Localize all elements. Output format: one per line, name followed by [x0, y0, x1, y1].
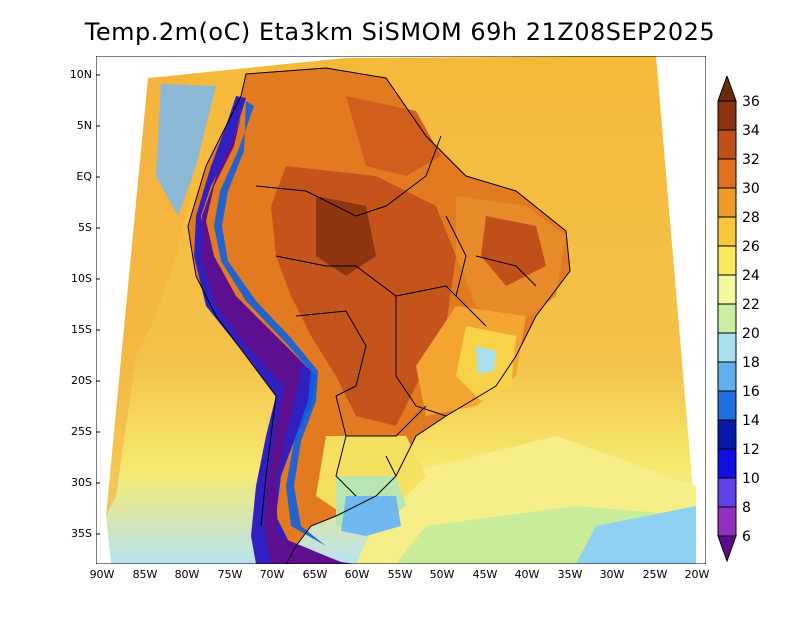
colorbar-label: 18 — [742, 355, 760, 371]
lat-label: 20S — [71, 374, 92, 387]
lat-label: 5N — [77, 119, 92, 132]
country-borders — [187, 67, 571, 564]
lon-label: 20W — [685, 568, 710, 581]
longitude-axis: 90W 85W 80W 75W 70W 65W 60W 55W 50W 45W … — [90, 568, 710, 581]
colorbar-swatch — [717, 332, 737, 363]
colorbar-label: 36 — [742, 94, 760, 110]
lon-label: 70W — [260, 568, 285, 581]
central-hot-spot — [316, 196, 376, 276]
lon-label: 85W — [133, 568, 158, 581]
colorbar-swatch — [717, 274, 737, 305]
lat-label: 30S — [71, 476, 92, 489]
map-title: Temp.2m(oC) Eta3km SiSMOM 69h 21Z08SEP20… — [84, 18, 716, 46]
lon-label: 40W — [515, 568, 540, 581]
colorbar-label: 6 — [742, 529, 751, 545]
colorbar-swatch — [717, 477, 737, 508]
colorbar-swatch — [717, 303, 737, 334]
colorbar-label: 16 — [742, 384, 760, 400]
lat-label: 5S — [78, 221, 92, 234]
colorbar-swatch — [717, 187, 737, 218]
colorbar-swatch — [717, 129, 737, 160]
lat-label: 10S — [71, 272, 92, 285]
minas-cool-spot — [476, 346, 496, 374]
southeast-cold-band — [576, 506, 696, 564]
colorbar-label: 32 — [742, 152, 760, 168]
lat-label: EQ — [76, 170, 92, 183]
colorbar-swatch — [717, 419, 737, 450]
colorbar-label: 24 — [742, 268, 760, 284]
colorbar-label: 28 — [742, 210, 760, 226]
colorbar-top-arrow — [717, 76, 737, 102]
colorbar-label: 34 — [742, 123, 760, 139]
colorbar-swatch — [717, 390, 737, 421]
lon-label: 45W — [473, 568, 498, 581]
lon-label: 80W — [175, 568, 200, 581]
temperature-map — [96, 56, 706, 564]
lon-label: 75W — [218, 568, 243, 581]
lat-label: 25S — [71, 425, 92, 438]
colorbar-label: 12 — [742, 442, 760, 458]
lon-label: 35W — [558, 568, 583, 581]
colorbar-label: 10 — [742, 471, 760, 487]
lon-label: 60W — [345, 568, 370, 581]
colorbar-bottom-arrow — [717, 535, 737, 563]
colorbar-label: 14 — [742, 413, 760, 429]
andes-coldest-core — [202, 116, 346, 564]
colorbar-swatch — [717, 100, 737, 131]
colorbar-swatch — [717, 158, 737, 189]
colorbar-swatch — [717, 245, 737, 276]
lon-label: 65W — [303, 568, 328, 581]
colorbar-label: 8 — [742, 500, 751, 516]
northeast-hot-spot — [481, 216, 546, 286]
colorbar-label: 22 — [742, 297, 760, 313]
colorbar-swatch — [717, 216, 737, 247]
lon-label: 55W — [388, 568, 413, 581]
lon-label: 30W — [600, 568, 625, 581]
lon-label: 25W — [643, 568, 668, 581]
northern-hot-region — [346, 96, 441, 176]
colorbar: 36 34 32 30 28 26 24 22 20 18 16 14 12 10 8 6 — [717, 76, 760, 563]
colorbar-swatch — [717, 506, 737, 537]
lat-label: 15S — [71, 323, 92, 336]
andes-cold-fringe — [214, 101, 326, 546]
lat-label: 10N — [70, 68, 92, 81]
pacific-cold-tongue — [156, 84, 216, 216]
colorbar-swatch — [717, 361, 737, 392]
lat-label: 35S — [71, 527, 92, 540]
colorbar-swatch — [717, 448, 737, 479]
colorbar-label: 30 — [742, 181, 760, 197]
latitude-axis: 10N 5N EQ 5S 10S 15S 20S 25S 30S 35S — [70, 68, 93, 540]
colorbar-label: 20 — [742, 326, 760, 342]
colorbar-label: 26 — [742, 239, 760, 255]
lon-label: 90W — [90, 568, 115, 581]
lon-label: 50W — [430, 568, 455, 581]
